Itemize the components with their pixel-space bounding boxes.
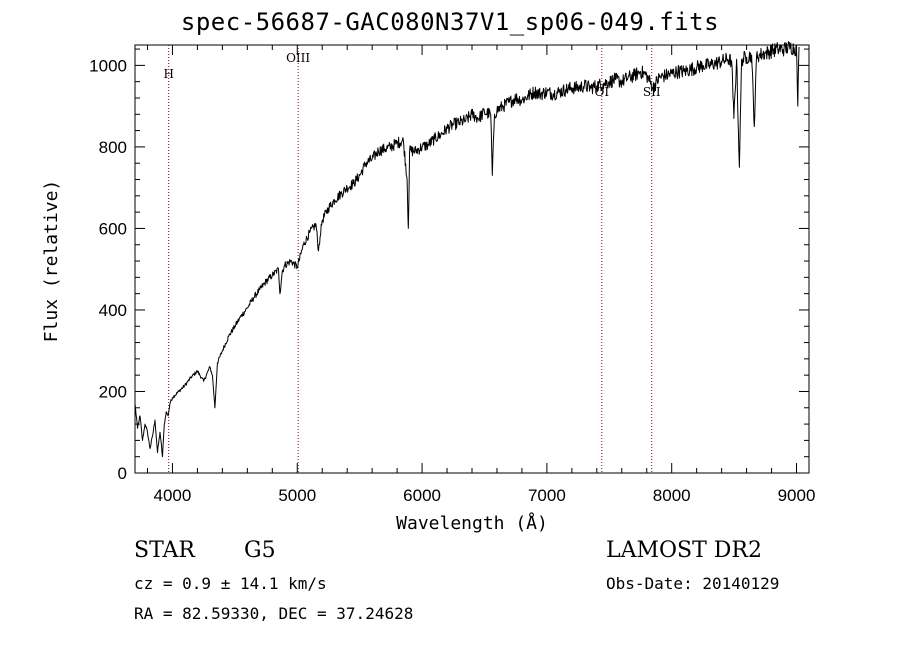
obs-date: Obs-Date: 20140129 (606, 574, 780, 593)
object-subclass: G5 (244, 538, 276, 563)
x-tick-label: 6000 (403, 486, 441, 505)
y-tick-label: 1000 (89, 56, 127, 75)
y-tick-label: 200 (99, 382, 127, 401)
spectral-line-label: SII (643, 85, 661, 99)
x-axis-label: Wavelength (Å) (396, 512, 548, 534)
plot-frame (134, 44, 810, 474)
y-tick-label: 400 (99, 301, 127, 320)
object-class: STAR (134, 538, 195, 563)
x-tick-label: 9000 (778, 486, 816, 505)
y-tick-label: 600 (99, 219, 127, 238)
x-tick-label: 7000 (528, 486, 566, 505)
x-tick-label: 8000 (653, 486, 691, 505)
survey-name: LAMOST DR2 (606, 538, 762, 563)
spectrum-line (134, 41, 800, 458)
x-tick-label: 4000 (154, 486, 192, 505)
y-tick-label: 0 (118, 464, 127, 483)
y-tick-label: 800 (99, 138, 127, 157)
chart-title: spec-56687-GAC080N37V1_sp06-049.fits (180, 8, 720, 36)
redshift-info: cz = 0.9 ± 14.1 km/s (134, 574, 327, 593)
coordinates: RA = 82.59330, DEC = 37.24628 (134, 604, 414, 623)
x-tick-label: 5000 (278, 486, 316, 505)
y-axis-label: Flux (relative) (41, 180, 62, 343)
spectral-line-label: H (163, 67, 173, 81)
spectral-line-label: OIII (286, 51, 310, 65)
